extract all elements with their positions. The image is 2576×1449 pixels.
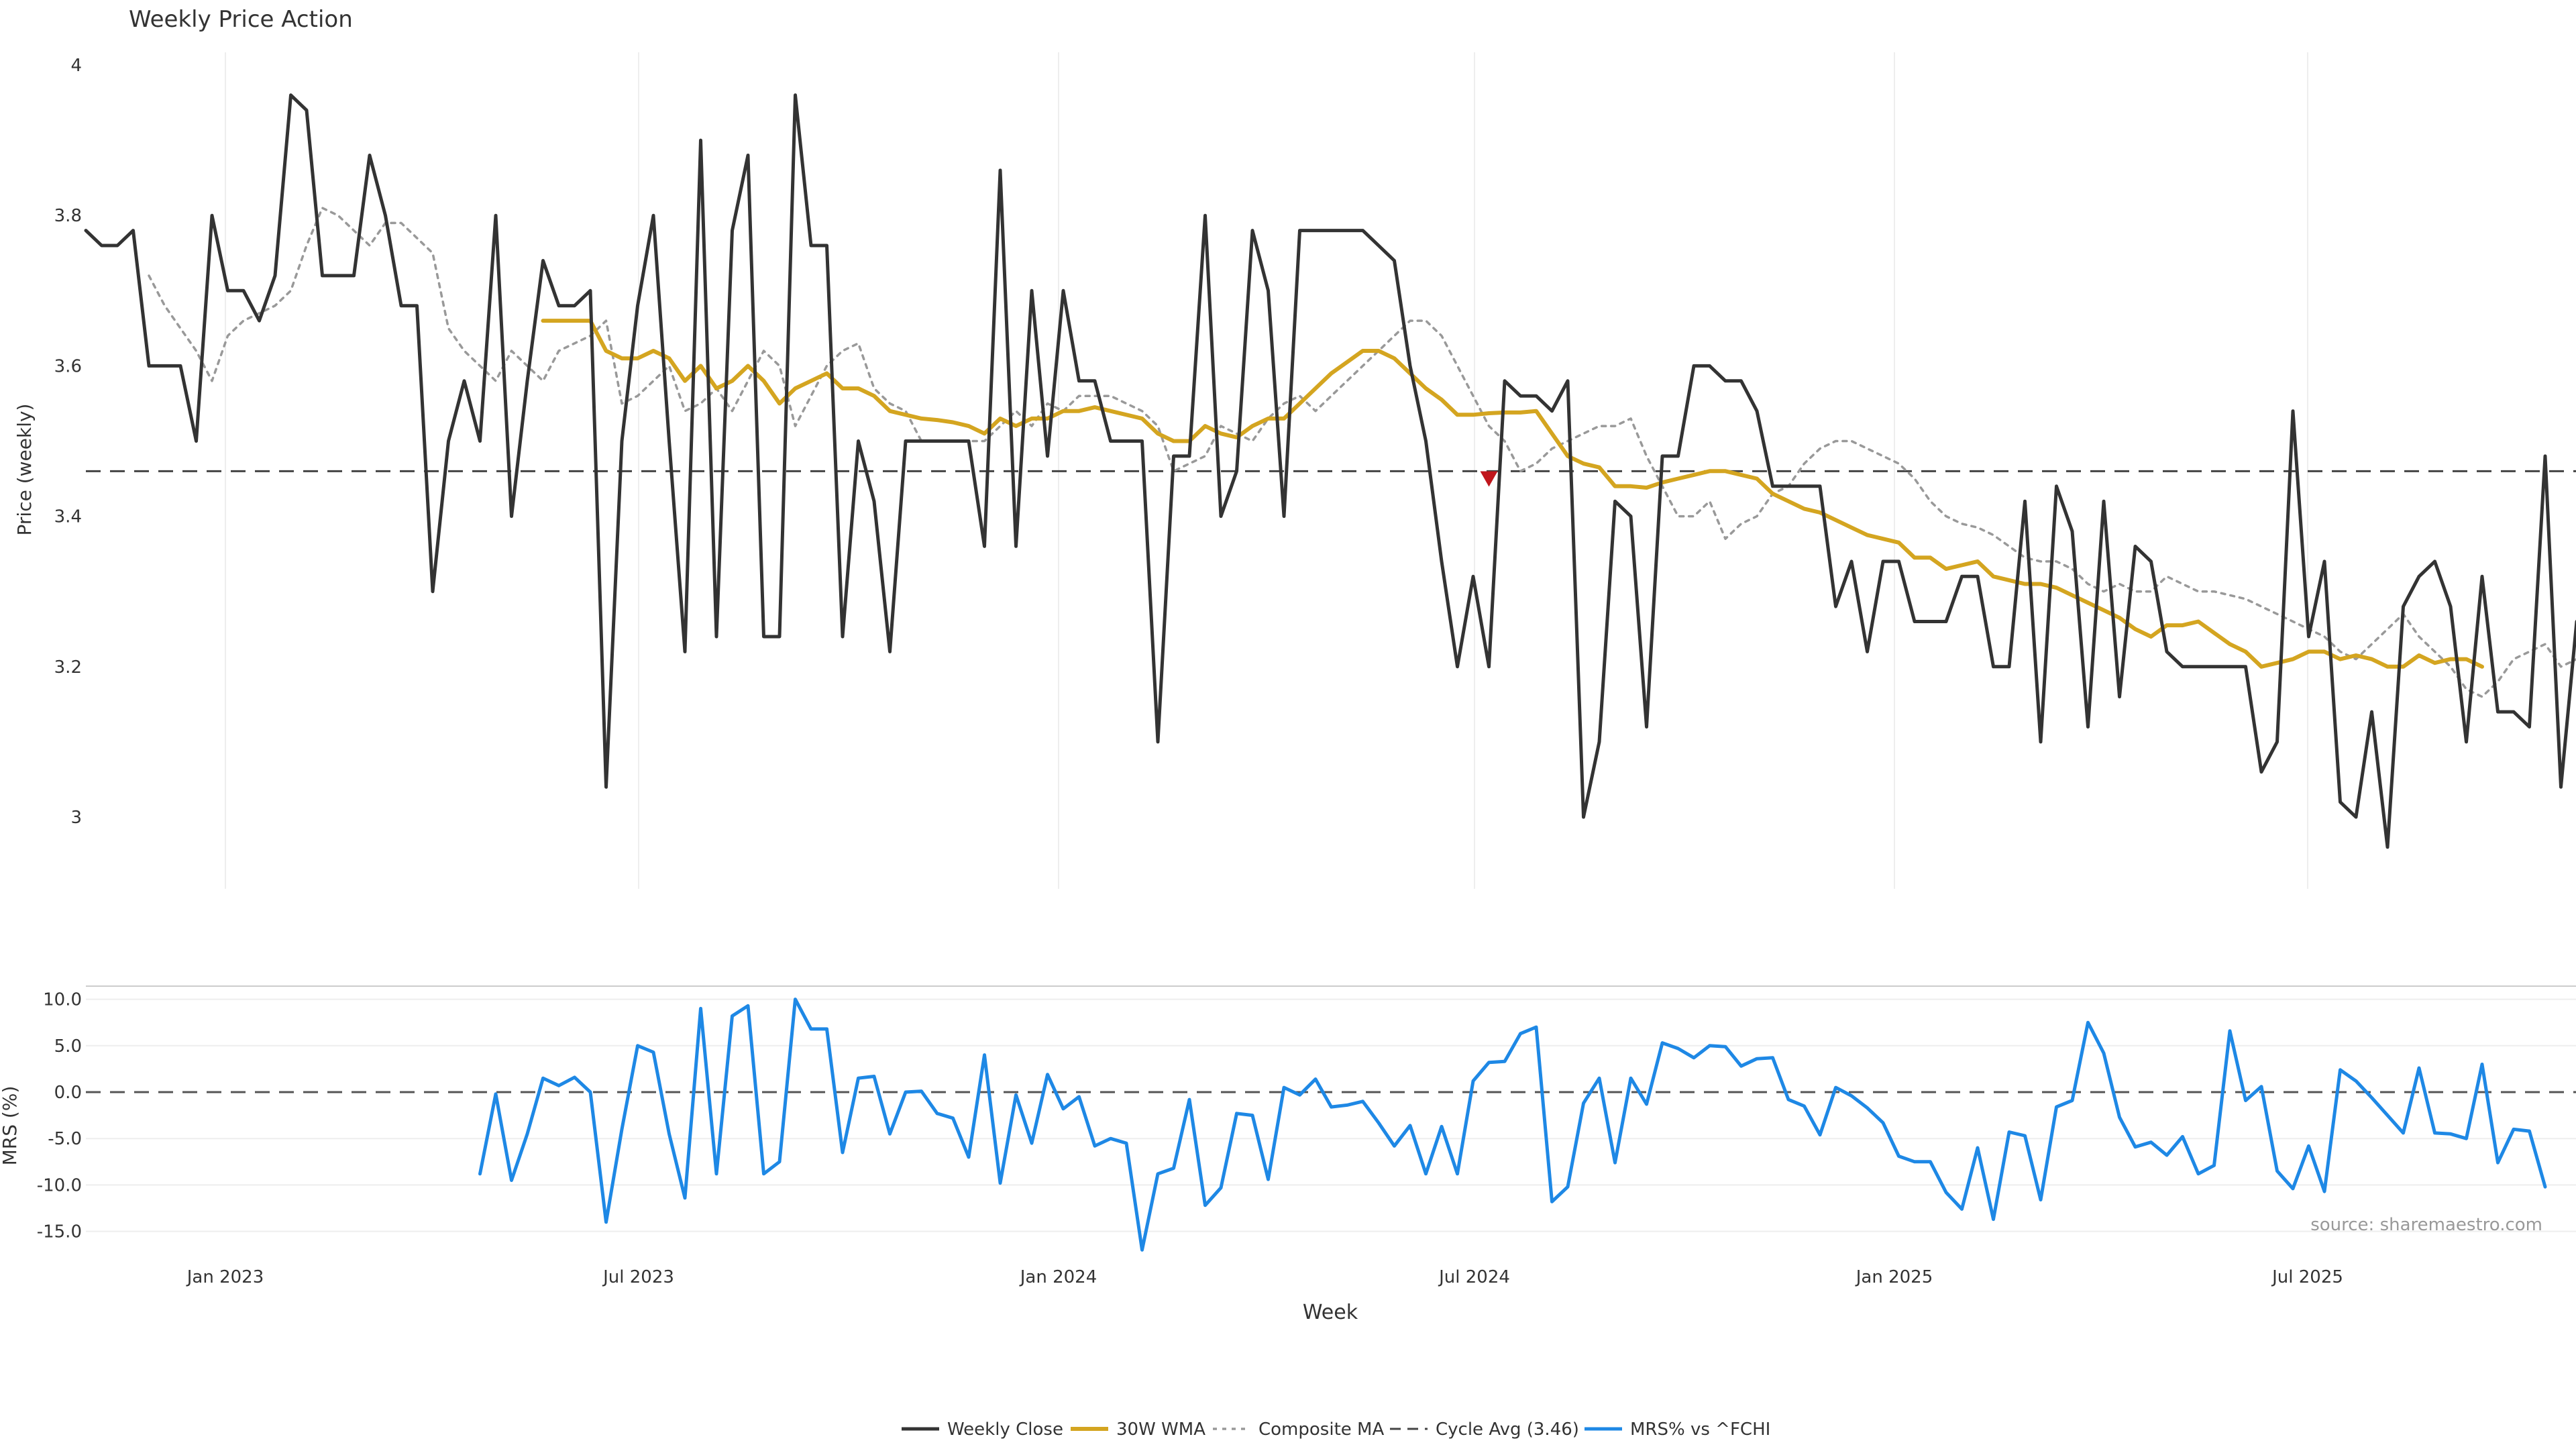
mrs-y-tick-label: 10.0 <box>43 990 82 1010</box>
mrs-y-tick-label: 0.0 <box>54 1083 82 1103</box>
wma-30w-line <box>541 319 2484 669</box>
legend-label: MRS% vs ^FCHI <box>1630 1419 1770 1440</box>
price-y-axis-label: Price (weekly) <box>13 404 36 536</box>
price-series <box>84 93 2576 849</box>
x-axis-label: Week <box>1303 1301 1358 1324</box>
price-panel: 3 3.2 3.4 3.6 3.8 4 Price (weekly) <box>13 52 2576 889</box>
weekly-close-line <box>84 93 2576 849</box>
x-tick-label: Jan 2025 <box>1855 1267 1933 1287</box>
x-tick-label: Jul 2023 <box>602 1267 674 1287</box>
x-tick-label: Jul 2024 <box>1438 1267 1510 1287</box>
legend-label: Cycle Avg (3.46) <box>1436 1419 1579 1440</box>
mrs-panel: 10.0 5.0 0.0 -5.0 -10.0 -15.0 MRS (%) source:… <box>0 985 2576 1252</box>
price-y-tick-label: 3.4 <box>54 507 82 527</box>
price-y-tick-label: 4 <box>70 56 82 76</box>
mrs-line <box>478 998 2547 1252</box>
legend-label: 30W WMA <box>1116 1419 1205 1440</box>
chart-title: Weekly Price Action <box>129 6 353 33</box>
signal-down-triangle-marker <box>1480 471 1498 487</box>
mrs-y-ticks: 10.0 5.0 0.0 -5.0 -10.0 -15.0 <box>37 990 82 1242</box>
mrs-y-axis-label: MRS (%) <box>0 1086 21 1166</box>
composite-ma-line <box>148 207 2576 698</box>
source-text: source: sharemaestro.com <box>2310 1215 2542 1235</box>
x-tick-label: Jan 2024 <box>1019 1267 1097 1287</box>
mrs-series <box>86 998 2576 1252</box>
mrs-y-tick-label: -5.0 <box>48 1129 82 1149</box>
mrs-y-tick-label: 5.0 <box>54 1036 82 1057</box>
price-y-ticks: 3 3.2 3.4 3.6 3.8 4 <box>54 56 82 828</box>
x-tick-label: Jul 2025 <box>2271 1267 2343 1287</box>
price-y-tick-label: 3 <box>70 808 82 828</box>
price-y-tick-label: 3.8 <box>54 206 82 226</box>
price-y-tick-label: 3.6 <box>54 356 82 376</box>
legend-label: Weekly Close <box>947 1419 1063 1440</box>
mrs-grid <box>86 998 2576 1232</box>
price-y-tick-label: 3.2 <box>54 657 82 678</box>
x-tick-label: Jan 2023 <box>186 1267 264 1287</box>
mrs-y-tick-label: -15.0 <box>37 1222 82 1242</box>
legend-label: Composite MA <box>1258 1419 1384 1440</box>
x-axis-ticks: Jan 2023 Jul 2023 Jan 2024 Jul 2024 Jan 2025… <box>186 1267 2343 1287</box>
mrs-y-tick-label: -10.0 <box>37 1175 82 1195</box>
legend: Weekly Close 30W WMA Composite MA Cycle Avg… <box>902 1419 1770 1440</box>
